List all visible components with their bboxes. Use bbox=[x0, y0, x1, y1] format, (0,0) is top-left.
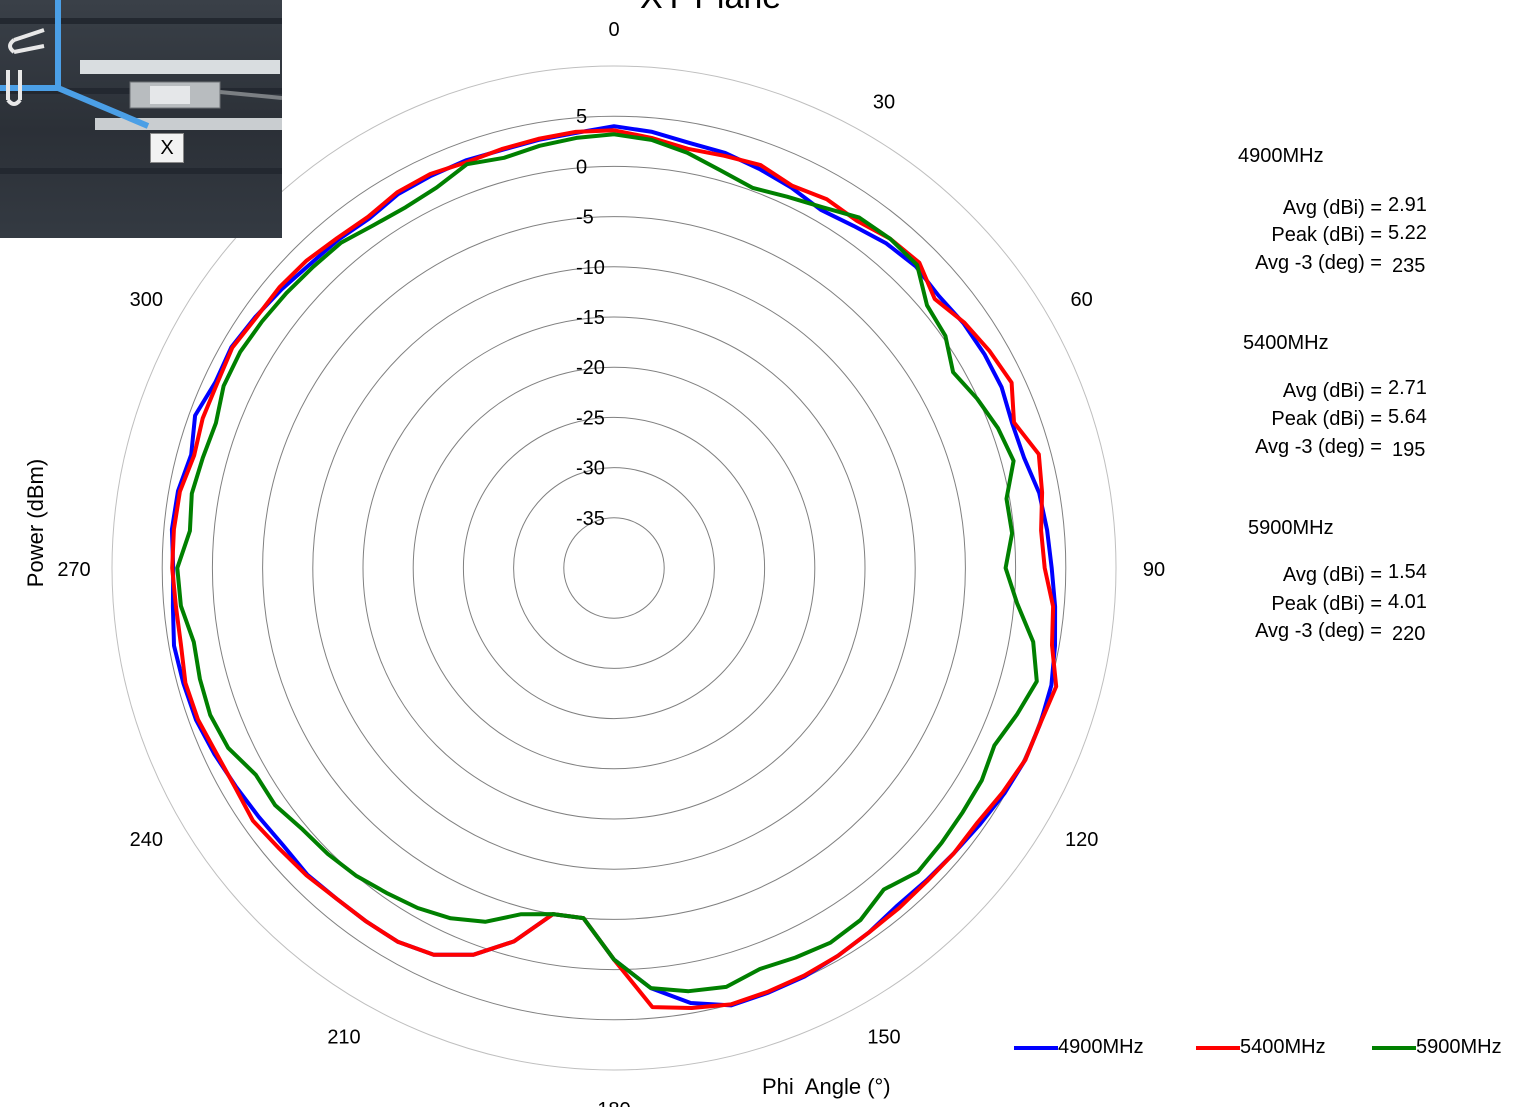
stats-avg-value: 2.91 bbox=[1388, 194, 1427, 216]
stats-avg-value: 1.54 bbox=[1388, 561, 1427, 583]
legend-label: 5400MHz bbox=[1240, 1036, 1326, 1058]
grid-ring bbox=[362, 316, 866, 820]
legend-item-4900: 4900MHz bbox=[1014, 1034, 1144, 1060]
title: XY Plane bbox=[640, 0, 781, 17]
legend-item-5400: 5400MHz bbox=[1196, 1034, 1326, 1060]
stats-peak-label: Peak (dBi) = bbox=[1271, 408, 1382, 430]
grid-ring bbox=[513, 467, 715, 669]
radial-tick-label: 5 bbox=[576, 106, 587, 128]
angle-tick-label: 60 bbox=[1071, 289, 1093, 311]
radial-tick-label: -10 bbox=[576, 257, 605, 279]
x-axis-indicator: X bbox=[150, 133, 184, 163]
stats-avg3-label: Avg -3 (deg) = bbox=[1255, 620, 1382, 642]
stats-avg-label: Avg (dBi) = bbox=[1282, 197, 1382, 219]
radial-tick-label: -5 bbox=[576, 207, 594, 229]
grid-ring bbox=[111, 65, 1117, 1071]
grid-ring bbox=[462, 416, 766, 720]
angular-axis-label: Phi Angle (°) bbox=[762, 1074, 891, 1099]
radial-tick-label: 0 bbox=[576, 156, 587, 178]
stats-avg-value: 2.71 bbox=[1388, 377, 1427, 399]
stats-band-4900: 4900MHz bbox=[1238, 145, 1324, 167]
angle-tick-label: 30 bbox=[873, 91, 895, 113]
stats-avg3-value: 235 bbox=[1392, 255, 1426, 277]
stats-avg3-label: Avg -3 (deg) = bbox=[1255, 436, 1382, 458]
series-line-5400MHz bbox=[170, 128, 1059, 1010]
radial-tick-label: -30 bbox=[576, 458, 605, 480]
legend-label: 4900MHz bbox=[1058, 1036, 1144, 1058]
stats-band-5400: 5400MHz bbox=[1243, 332, 1329, 354]
grid-ring bbox=[161, 115, 1067, 1021]
angle-tick-label: 0 bbox=[608, 19, 619, 41]
stats-band-5900: 5900MHz bbox=[1248, 517, 1334, 539]
angle-tick-label: 270 bbox=[57, 559, 90, 581]
angle-tick-label: 150 bbox=[867, 1027, 900, 1049]
stats-avg-label: Avg (dBi) = bbox=[1282, 564, 1382, 586]
grid-ring bbox=[563, 517, 665, 619]
radial-tick-label: -25 bbox=[576, 407, 605, 429]
stats-peak-value: 5.22 bbox=[1388, 222, 1427, 244]
stats-avg-label: Avg (dBi) = bbox=[1282, 380, 1382, 402]
series-line-5900MHz bbox=[175, 132, 1039, 994]
grid-ring bbox=[312, 266, 916, 870]
radial-tick-label: -35 bbox=[576, 508, 605, 530]
grid-ring bbox=[412, 366, 816, 770]
angle-tick-label: 240 bbox=[130, 829, 163, 851]
legend-item-5900: 5900MHz bbox=[1372, 1034, 1502, 1060]
legend-label: 5900MHz bbox=[1416, 1036, 1502, 1058]
grid-ring bbox=[211, 165, 1017, 971]
angle-tick-label: 180 bbox=[597, 1099, 630, 1107]
stats-avg3-value: 220 bbox=[1392, 623, 1426, 645]
radial-axis-label: Power (dBm) bbox=[23, 458, 48, 588]
stats-peak-label: Peak (dBi) = bbox=[1271, 593, 1382, 615]
stats-avg3-value: 195 bbox=[1392, 439, 1426, 461]
stats-peak-value: 4.01 bbox=[1388, 591, 1427, 613]
radial-tick-label: -20 bbox=[576, 357, 605, 379]
stats-avg3-label: Avg -3 (deg) = bbox=[1255, 252, 1382, 274]
stats-peak-value: 5.64 bbox=[1388, 406, 1427, 428]
legend-swatch-blue bbox=[1014, 1045, 1058, 1050]
angle-tick-label: 210 bbox=[327, 1027, 360, 1049]
legend-swatch-red bbox=[1196, 1045, 1240, 1050]
stats-peak-label: Peak (dBi) = bbox=[1271, 224, 1382, 246]
antenna-photo: X bbox=[0, 0, 282, 238]
angle-tick-label: 120 bbox=[1065, 829, 1098, 851]
grid-ring bbox=[262, 216, 966, 920]
angle-tick-label: 90 bbox=[1143, 559, 1165, 581]
angle-tick-label: 300 bbox=[130, 289, 163, 311]
radial-tick-label: -15 bbox=[576, 307, 605, 329]
legend-swatch-green bbox=[1372, 1045, 1416, 1050]
